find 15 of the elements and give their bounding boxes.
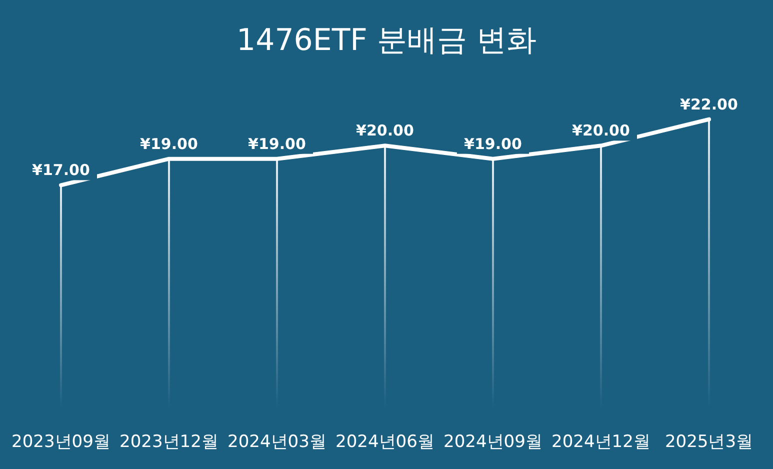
x-tick-label: 2024년03월 <box>228 432 326 452</box>
chart-title: 1476ETF 분배금 변화 <box>236 22 538 60</box>
data-label: ¥19.00 <box>464 134 522 153</box>
x-tick-label: 2023년12월 <box>120 432 218 452</box>
data-label: ¥19.00 <box>140 134 198 153</box>
x-tick-label: 2024년12월 <box>552 432 650 452</box>
data-label: ¥22.00 <box>680 95 738 114</box>
data-label: ¥17.00 <box>32 161 90 180</box>
x-tick-label: 2025년3월 <box>664 432 754 452</box>
data-label: ¥20.00 <box>572 122 630 140</box>
data-label: ¥19.00 <box>248 134 306 153</box>
x-tick-label: 2023년09월 <box>12 432 110 452</box>
x-tick-label: 2024년09월 <box>444 432 542 452</box>
data-label: ¥20.00 <box>356 122 414 140</box>
x-tick-label: 2024년06월 <box>336 432 434 452</box>
